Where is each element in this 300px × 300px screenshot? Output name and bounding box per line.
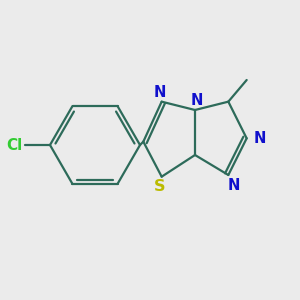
Text: N: N (154, 85, 166, 100)
Text: N: N (253, 131, 266, 146)
Text: Cl: Cl (6, 137, 22, 152)
Text: N: N (227, 178, 239, 193)
Text: N: N (190, 92, 203, 107)
Text: S: S (154, 179, 166, 194)
